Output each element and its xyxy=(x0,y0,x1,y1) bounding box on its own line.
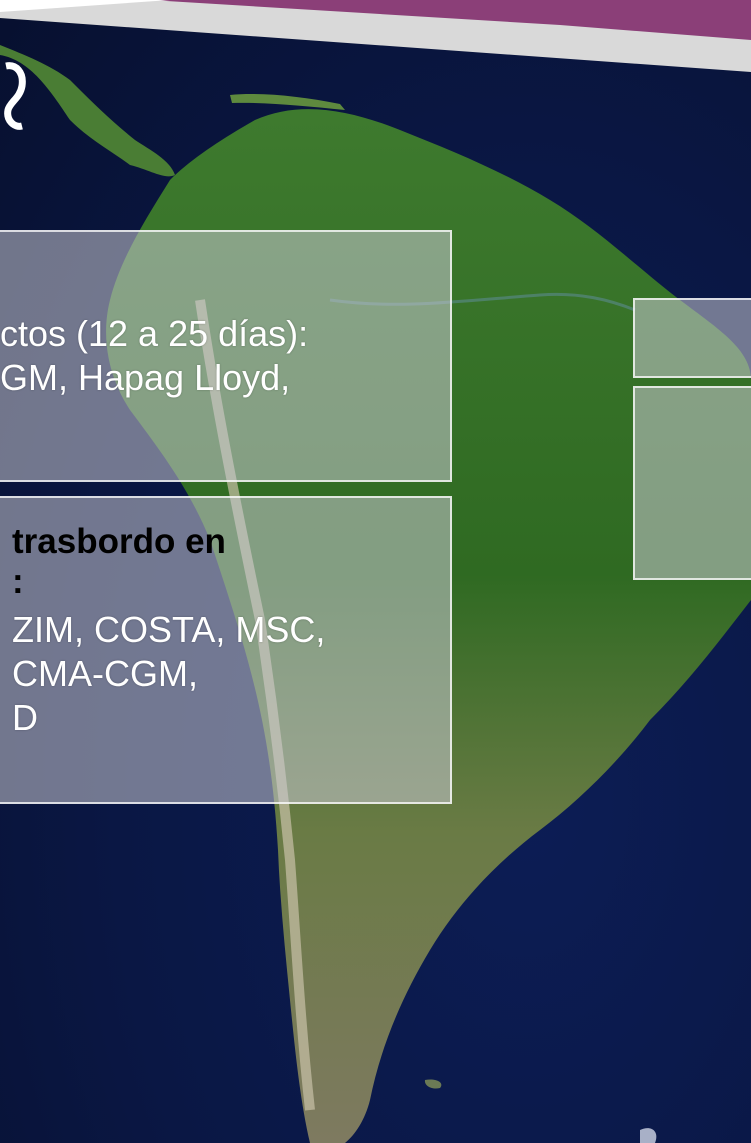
box2-line5: D xyxy=(12,697,38,738)
header-purple-band xyxy=(150,0,751,40)
info-box-right-top xyxy=(633,298,751,378)
box2-heading-line2: : xyxy=(12,562,24,601)
box2-heading-line1: trasbordo en xyxy=(12,522,226,561)
box1-line1: ctos (12 a 25 días): xyxy=(0,313,309,354)
info-box-transshipment xyxy=(0,496,452,804)
cape-horn-coast xyxy=(640,1128,657,1143)
info-box-right-bottom xyxy=(633,386,751,580)
header-white-edge xyxy=(0,0,170,12)
falklands-island xyxy=(424,1079,442,1089)
central-america-landmass xyxy=(0,45,175,177)
caribbean-islands xyxy=(230,94,345,110)
box1-line2: GM, Hapag Lloyd, xyxy=(0,357,291,398)
box2-line4: CMA-CGM, xyxy=(12,653,198,694)
info-box-direct-services xyxy=(0,230,452,482)
title-glyph-fragment xyxy=(4,62,26,130)
box2-line3: ZIM, COSTA, MSC, xyxy=(12,609,326,650)
header-ribbon xyxy=(0,0,751,72)
